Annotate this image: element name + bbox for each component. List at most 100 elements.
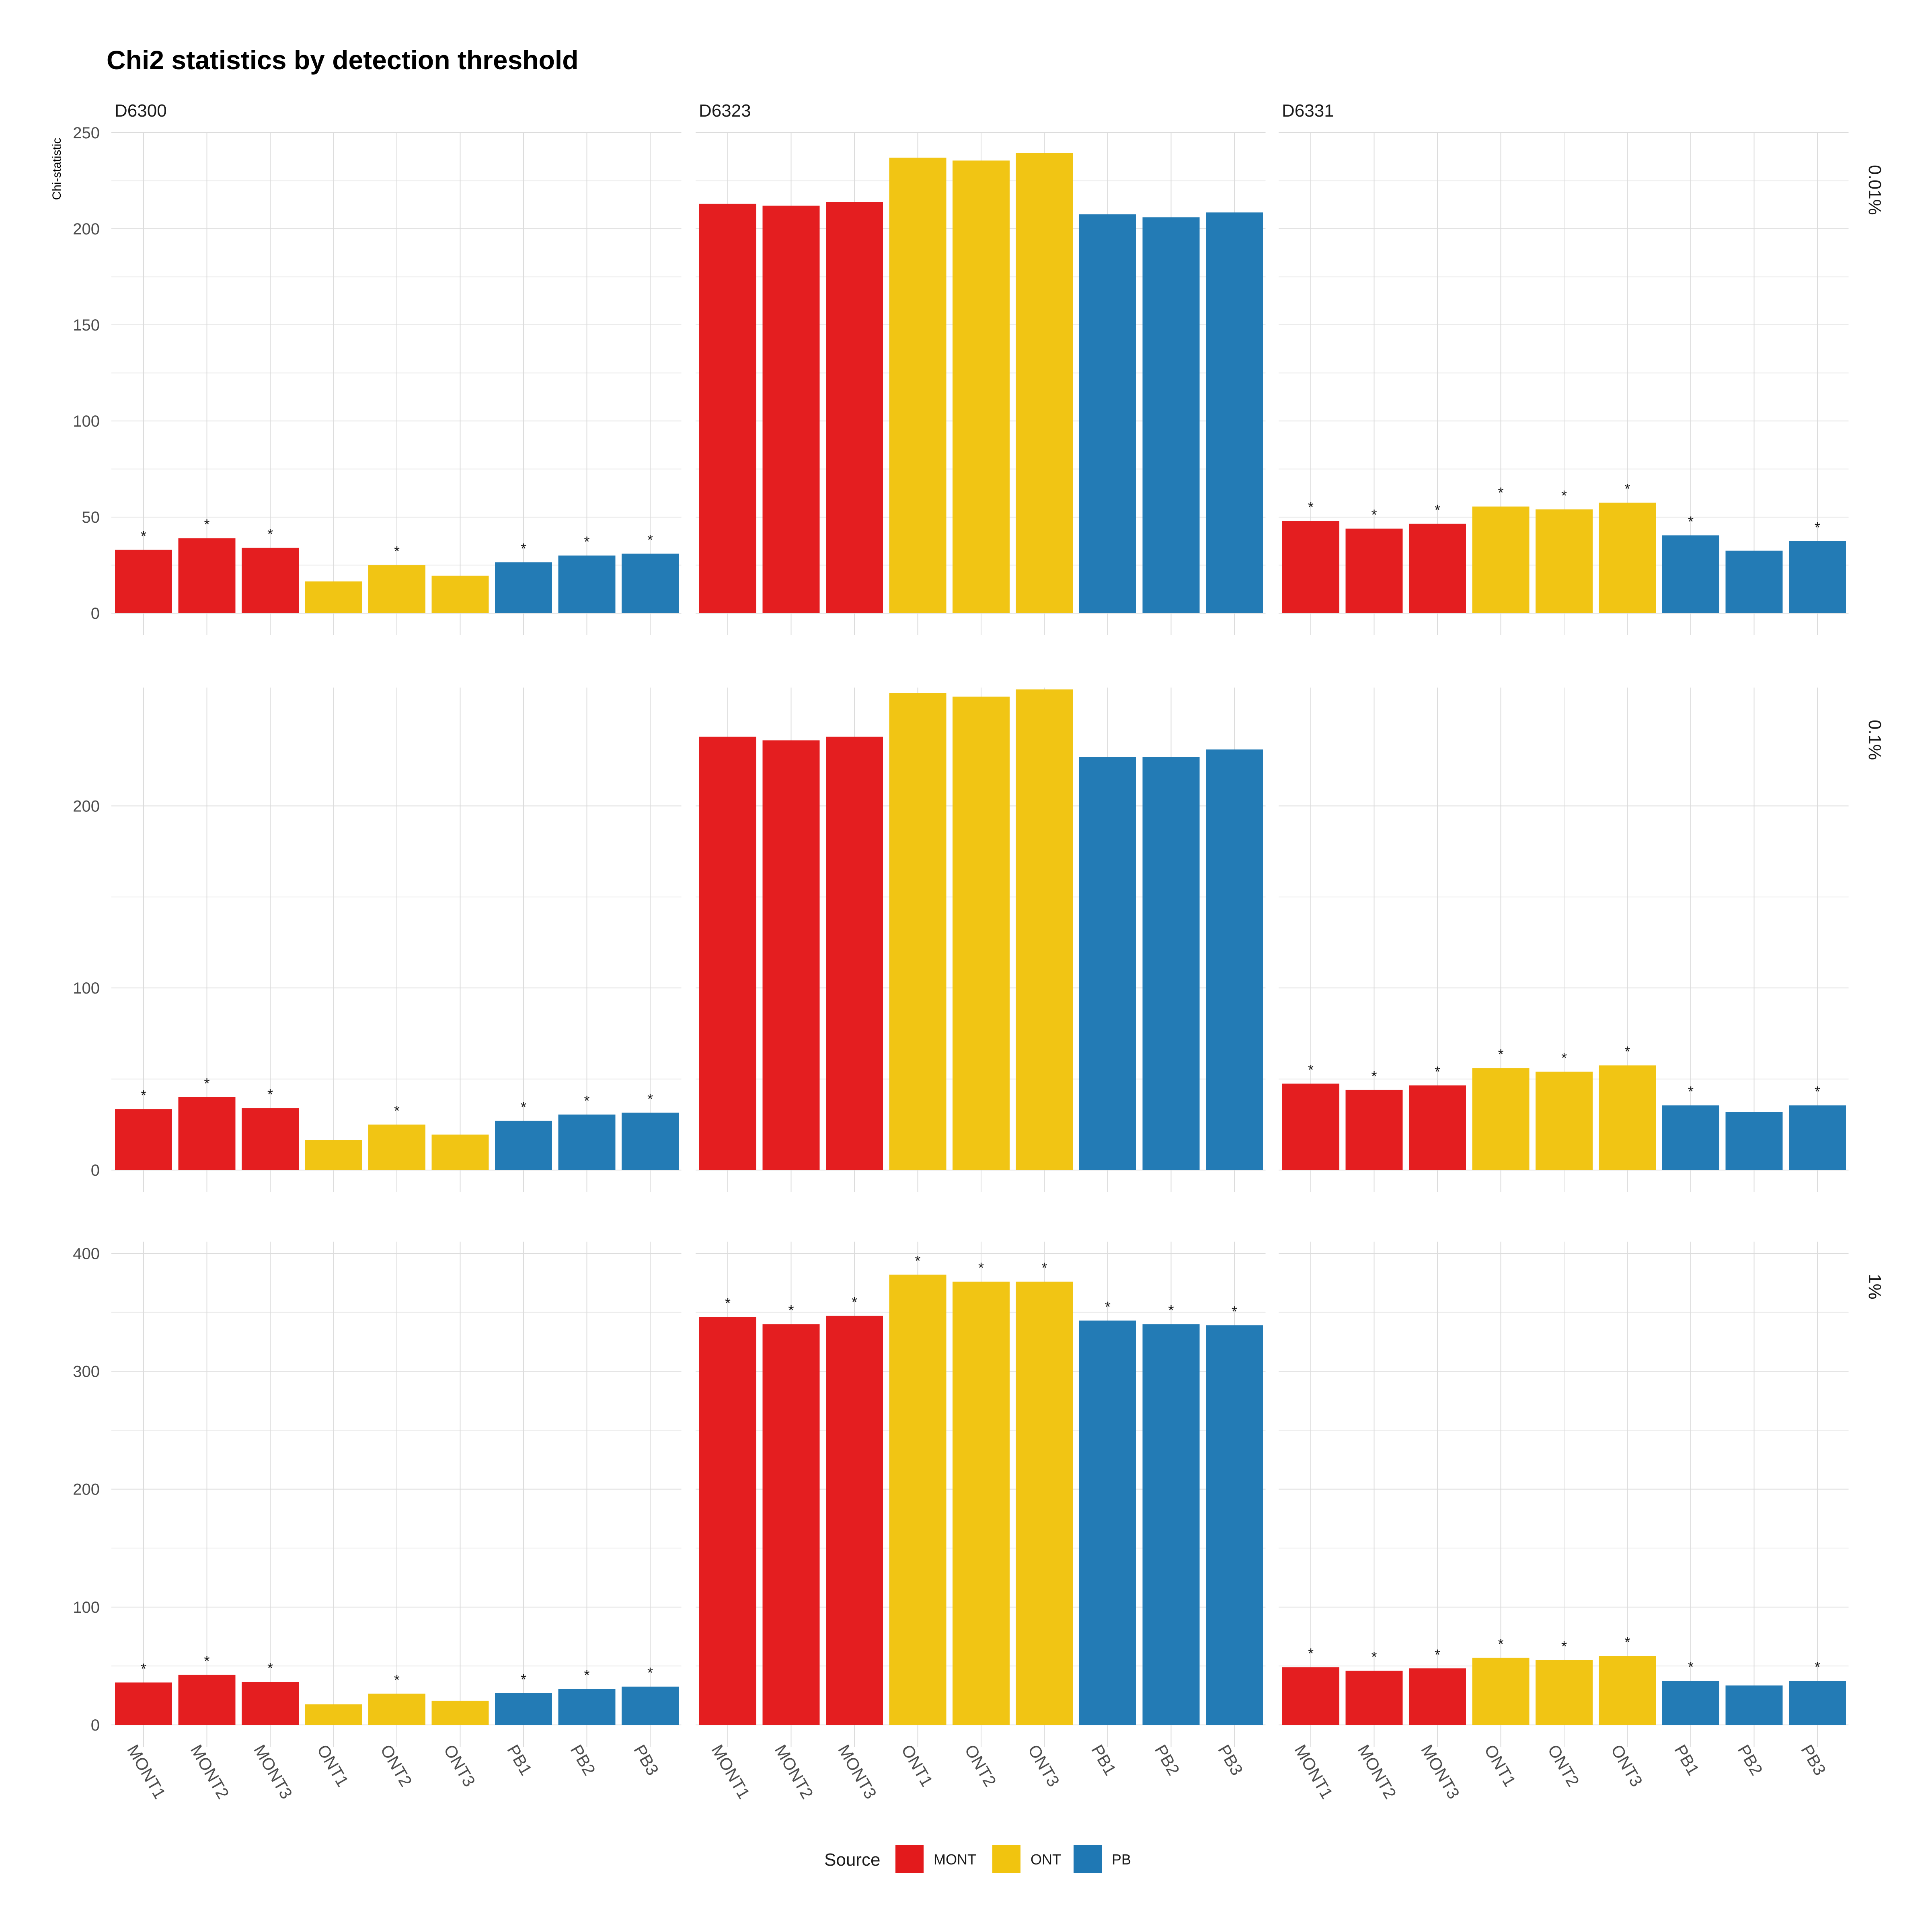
significance-marker: * — [584, 534, 589, 550]
significance-marker: * — [204, 1075, 209, 1092]
bar-ONT3: ONT3: 264 — [1016, 689, 1073, 1170]
bar-PB3: PB3: 339 — [1206, 1325, 1263, 1725]
bar-MONT1: MONT1: 33.5 — [115, 1109, 172, 1170]
bar-MONT1: MONT1: 213 — [699, 203, 756, 613]
facet-column-label: D6323 — [699, 101, 751, 121]
bar-MONT1: MONT1: 47.5 — [1282, 1083, 1339, 1170]
bar-MONT1: MONT1: 48 — [1282, 521, 1339, 613]
significance-marker: * — [978, 1260, 984, 1276]
legend-label-ONT: ONT — [1031, 1851, 1061, 1868]
bar-PB3: PB3: 31.5 — [622, 1113, 679, 1170]
bar-ONT2: ONT2: 260 — [953, 696, 1010, 1170]
bar-MONT2: MONT2: 340 — [762, 1324, 820, 1725]
significance-marker: * — [1232, 1303, 1237, 1320]
facet-row-2: 1%0100200300400MONT1: 36*MONT2: 42.5 *MON… — [73, 1242, 1885, 1747]
bar-PB2: PB2: 32.5 — [1725, 550, 1783, 613]
significance-marker: * — [1308, 499, 1314, 515]
significance-marker: * — [584, 1667, 589, 1684]
bar-PB1: PB1: 343 — [1079, 1320, 1136, 1725]
significance-marker: * — [1815, 519, 1820, 536]
bar-PB1: PB1: 40.5 — [1662, 535, 1719, 613]
bar-MONT1: MONT1: 238 — [699, 737, 756, 1170]
facet-row-label: 1% — [1865, 1274, 1885, 1300]
bar-PB2: PB2: 227 — [1142, 757, 1200, 1170]
significance-marker: * — [1041, 1260, 1047, 1276]
significance-marker: * — [1435, 502, 1440, 518]
panel-D6300-1: MONT1: 33.5 * MONT2: 40 * MONT3: 34 * ONT1: 16… — [111, 688, 682, 1192]
bar-ONT1: ONT1: 16.5 — [305, 1140, 362, 1170]
bar-PB2: PB2: 206 — [1142, 217, 1200, 613]
bar-MONT2: MONT2: 44 — [1345, 528, 1403, 613]
significance-marker: * — [394, 543, 400, 560]
significance-marker: * — [267, 1086, 273, 1103]
bar-MONT1: MONT1: 36 — [115, 1682, 172, 1725]
significance-marker: * — [1168, 1302, 1174, 1318]
significance-marker: * — [394, 1671, 400, 1688]
y-tick-label: 200 — [73, 220, 100, 238]
bar-ONT3: ONT3: 58.5 — [1599, 1656, 1656, 1725]
significance-marker: * — [1688, 1659, 1694, 1675]
bar-ONT3: ONT3: 19.5 — [431, 1134, 489, 1170]
y-tick-label: 200 — [73, 1481, 100, 1499]
bar-MONT1: MONT1: 49 — [1282, 1667, 1339, 1725]
bar-MONT1: MONT1: 346 — [699, 1317, 756, 1725]
panel-D6331-1: MONT1: 47.5 * MONT2: 44 * MONT3: 46.5 * ONT1: … — [1279, 688, 1849, 1192]
bar-MONT2: MONT2: 42.5 — [178, 1675, 236, 1725]
bar-ONT3: ONT3: 19.5 — [431, 575, 489, 613]
significance-marker: * — [1815, 1083, 1820, 1100]
facet-row-1: 0.1% 0 100 200 MONT1: 33.5 * MONT2: 40 * MONT3: … — [73, 688, 1885, 1192]
y-tick-label: 100 — [73, 1599, 100, 1616]
bar-MONT3: MONT3: 36.5 — [242, 1682, 299, 1725]
facet-row-label: 0.1% — [1865, 720, 1885, 760]
facet-row-label: 0.01% — [1865, 165, 1885, 215]
bar-MONT3: MONT3: 214 — [826, 202, 883, 614]
bar-ONT1: ONT1: 382 — [889, 1275, 947, 1725]
bar-ONT3: ONT3: 239.5 — [1016, 153, 1073, 614]
bar-ONT2: ONT2: 54 — [1536, 1072, 1593, 1170]
significance-marker: * — [1561, 1049, 1567, 1066]
significance-marker: * — [1308, 1061, 1314, 1078]
y-tick-label: 0 — [91, 605, 100, 622]
significance-marker: * — [852, 1294, 857, 1310]
chart-title: Chi2 statistics by detection threshold — [107, 45, 579, 75]
significance-marker: * — [915, 1252, 920, 1269]
y-tick-label: 100 — [73, 979, 100, 997]
bar-MONT2: MONT2: 39 — [178, 538, 236, 613]
significance-marker: * — [267, 526, 273, 542]
significance-marker: * — [1624, 480, 1630, 497]
bar-PB3: PB3: 208.5 — [1206, 212, 1263, 613]
significance-marker: * — [204, 1653, 209, 1669]
significance-marker: * — [1561, 487, 1567, 504]
bar-ONT1: ONT1: 56 — [1472, 1068, 1530, 1170]
bar-PB2: PB2: 33.5 — [1725, 1685, 1783, 1725]
facet-column-label: D6300 — [115, 101, 167, 121]
bar-MONT2: MONT2: 40 — [178, 1097, 236, 1170]
bar-PB1: PB1: 27 — [495, 1693, 552, 1725]
facet-row-0: 0.01% 0 50 100 150 200 250 MONT1: 33 * MONT2: 39 *… — [73, 124, 1885, 635]
panel-D6323-0: MONT1: 213MONT2: 212MONT3: 214ONT1: 237O… — [696, 132, 1266, 635]
significance-marker: * — [1435, 1646, 1440, 1663]
bar-PB3: PB3: 32.5 — [622, 1686, 679, 1725]
bar-MONT3: MONT3: 48 — [1409, 1668, 1466, 1725]
bar-ONT2: ONT2: 25 — [368, 1124, 425, 1170]
bar-ONT1: ONT1: 17.5 — [305, 1704, 362, 1725]
significance-marker: * — [521, 540, 526, 556]
bar-PB3: PB3: 37.5 — [1789, 1681, 1846, 1725]
panel-D6300-2: MONT1: 36 * MONT2: 42.5 * MONT3: 36.5 * ONT1: … — [111, 1242, 682, 1747]
bar-MONT3: MONT3: 34 — [242, 1108, 299, 1170]
y-tick-label: 250 — [73, 124, 100, 142]
bar-PB3: PB3: 231 — [1206, 749, 1263, 1170]
significance-marker: * — [647, 1665, 653, 1681]
significance-marker: * — [1308, 1645, 1314, 1661]
legend-swatch-ONT — [992, 1845, 1020, 1873]
bar-PB1: PB1: 27 — [495, 1121, 552, 1170]
bar-ONT1: ONT1: 237 — [889, 158, 947, 613]
bar-ONT2: ONT2: 235.5 — [953, 160, 1010, 613]
bar-MONT3: MONT3: 347 — [826, 1316, 883, 1725]
bar-ONT3: ONT3: 57.5 — [1599, 1065, 1656, 1170]
bar-MONT2: MONT2: 212 — [762, 205, 820, 613]
bar-MONT2: MONT2: 236 — [762, 740, 820, 1170]
significance-marker: * — [1624, 1634, 1630, 1650]
